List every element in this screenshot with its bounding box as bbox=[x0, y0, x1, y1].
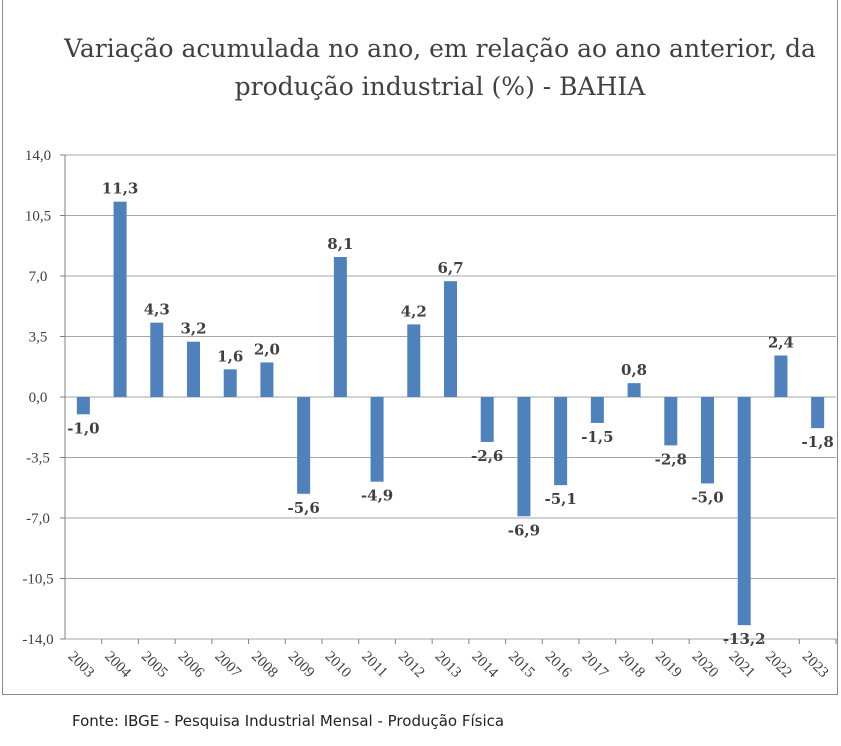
bar-2011 bbox=[370, 397, 384, 482]
x-tick-label: 2015 bbox=[505, 649, 538, 682]
x-tick-label: 2006 bbox=[175, 649, 208, 682]
source-note: Fonte: IBGE - Pesquisa Industrial Mensal… bbox=[72, 712, 505, 730]
bar-2017 bbox=[590, 397, 604, 423]
chart-title-line-1: Variação acumulada no ano, em relação ao… bbox=[64, 34, 816, 63]
bar-2012 bbox=[407, 324, 421, 397]
x-tick-label: 2008 bbox=[248, 649, 281, 682]
y-tick-label: 14,0 bbox=[25, 148, 51, 164]
data-label-2003: -1,0 bbox=[67, 419, 99, 437]
x-tick-label: 2005 bbox=[138, 649, 171, 682]
y-tick-label: -7,0 bbox=[26, 511, 50, 527]
x-tick-label: 2018 bbox=[615, 649, 648, 682]
data-label-2017: -1,5 bbox=[581, 428, 613, 446]
chart-frame bbox=[2, 0, 838, 695]
y-tick-label: -10,5 bbox=[22, 572, 53, 588]
data-label-2006: 3,2 bbox=[180, 320, 206, 338]
data-label-2021: -13,2 bbox=[723, 630, 766, 648]
bar-2020 bbox=[701, 397, 714, 484]
chart-title: Variação acumulada no ano, em relação ao… bbox=[40, 30, 840, 106]
bar-2021 bbox=[737, 397, 751, 626]
data-label-2011: -4,9 bbox=[361, 487, 393, 505]
x-tick-label: 2017 bbox=[579, 649, 612, 682]
data-label-2014: -2,6 bbox=[471, 447, 503, 465]
x-tick-label: 2013 bbox=[432, 649, 465, 682]
data-label-2015: -6,9 bbox=[508, 521, 540, 539]
bar-2006 bbox=[187, 341, 200, 397]
data-label-2007: 1,6 bbox=[217, 347, 243, 365]
data-label-2013: 6,7 bbox=[437, 259, 463, 277]
x-tick-label: 2022 bbox=[762, 649, 795, 682]
x-tick-label: 2023 bbox=[799, 649, 832, 682]
data-label-2018: 0,8 bbox=[621, 361, 647, 379]
x-tick-label: 2016 bbox=[542, 649, 575, 682]
y-tick-label: 3,5 bbox=[29, 330, 48, 346]
data-label-2005: 4,3 bbox=[144, 301, 170, 319]
bar-2018 bbox=[627, 383, 641, 397]
bar-2010 bbox=[333, 256, 347, 397]
bar-2008 bbox=[260, 362, 274, 397]
x-tick-label: 2003 bbox=[65, 649, 98, 682]
x-tick-label: 2011 bbox=[358, 649, 390, 681]
data-label-2023: -1,8 bbox=[801, 433, 833, 451]
x-tick-label: 2009 bbox=[285, 649, 318, 682]
bar-2005 bbox=[150, 322, 164, 397]
y-tick-label: 0,0 bbox=[29, 390, 48, 406]
x-tick-label: 2007 bbox=[211, 649, 244, 682]
bar-2022 bbox=[774, 355, 788, 397]
data-label-2020: -5,0 bbox=[691, 488, 723, 506]
x-tick-label: 2019 bbox=[652, 649, 685, 682]
x-tick-label: 2012 bbox=[395, 649, 428, 682]
y-tick-label: 10,5 bbox=[25, 209, 51, 225]
data-label-2008: 2,0 bbox=[254, 340, 280, 358]
data-label-2022: 2,4 bbox=[768, 334, 794, 352]
x-tick-label: 2014 bbox=[468, 649, 501, 682]
bar-2009 bbox=[297, 397, 311, 494]
chart-title-line-2: produção industrial (%) - BAHIA bbox=[234, 72, 646, 101]
y-tick-label: -3,5 bbox=[26, 451, 50, 467]
data-label-2019: -2,8 bbox=[655, 450, 687, 468]
bar-2007 bbox=[223, 369, 237, 397]
bar-2013 bbox=[444, 281, 457, 397]
x-tick-label: 2021 bbox=[725, 649, 758, 682]
data-label-2004: 11,3 bbox=[102, 180, 139, 198]
bar-2003 bbox=[76, 397, 90, 415]
bar-2023 bbox=[811, 397, 825, 429]
y-tick-label: -14,0 bbox=[22, 632, 53, 648]
bar-2019 bbox=[664, 397, 678, 446]
x-tick-label: 2004 bbox=[101, 649, 134, 682]
bar-2014 bbox=[480, 397, 494, 442]
y-tick-label: 7,0 bbox=[29, 269, 48, 285]
x-tick-label: 2010 bbox=[322, 649, 355, 682]
bar-2015 bbox=[517, 397, 531, 517]
x-tick-label: 2020 bbox=[689, 649, 722, 682]
data-label-2009: -5,6 bbox=[287, 499, 319, 517]
data-label-2012: 4,2 bbox=[401, 302, 427, 320]
bar-2016 bbox=[554, 397, 568, 486]
data-label-2010: 8,1 bbox=[327, 235, 353, 253]
bar-2004 bbox=[113, 201, 127, 397]
data-label-2016: -5,1 bbox=[544, 490, 576, 508]
